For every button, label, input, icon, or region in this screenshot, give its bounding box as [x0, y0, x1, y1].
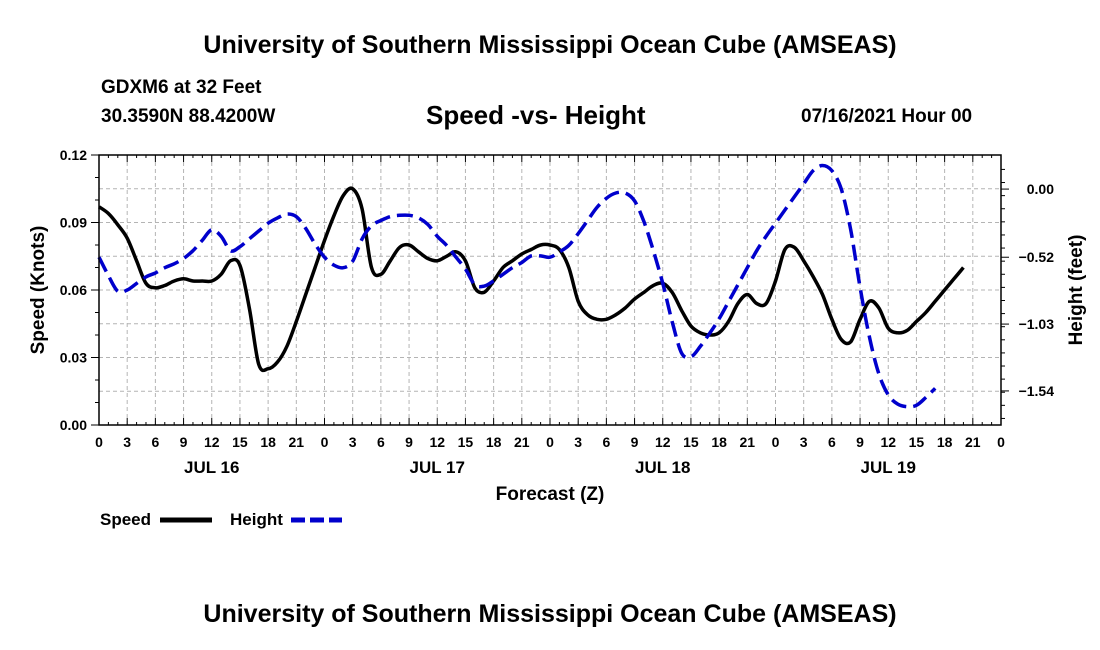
- x-tick-label: 15: [232, 434, 248, 450]
- x-tick-label: 21: [289, 434, 305, 450]
- y-axis-left-label: Speed (Knots): [28, 226, 49, 355]
- coordinates-label: 30.3590N 88.4200W: [101, 106, 276, 127]
- y-right-tick-label: 0.00: [1027, 181, 1054, 197]
- footer-title: University of Southern Mississippi Ocean…: [203, 600, 897, 628]
- day-label: JUL 19: [861, 458, 916, 477]
- x-tick-label: 12: [204, 434, 220, 450]
- x-tick-label: 9: [856, 434, 864, 450]
- chart-title: Speed -vs- Height: [426, 100, 646, 130]
- day-label: JUL 17: [410, 458, 465, 477]
- y-left-tick-label: 0.00: [60, 417, 87, 433]
- x-tick-label: 9: [631, 434, 639, 450]
- x-tick-label: 6: [377, 434, 385, 450]
- series-layer: [97, 163, 965, 409]
- x-tick-label: 18: [937, 434, 953, 450]
- x-tick-label: 6: [828, 434, 836, 450]
- x-tick-label: 15: [683, 434, 699, 450]
- y-right-tick-label: −1.03: [1019, 316, 1055, 332]
- series-line-height: [97, 163, 937, 409]
- x-tick-label: 21: [740, 434, 756, 450]
- x-tick-label: 3: [800, 434, 808, 450]
- y-axis-right-label: Height (feet): [1066, 235, 1087, 346]
- y-right-tick-label: −1.54: [1019, 383, 1055, 399]
- day-label: JUL 18: [635, 458, 690, 477]
- x-tick-label: 0: [772, 434, 780, 450]
- x-tick-label: 0: [546, 434, 554, 450]
- y-left-tick-label: 0.03: [60, 350, 87, 366]
- x-tick-label: 6: [151, 434, 159, 450]
- series-line-speed: [98, 186, 965, 373]
- axis-ticks: 0 3 6 9 12 15 18 21 0 3 6 9 12 15 18 21 0 3 6 9 12 15 18 21 0 3 6 9…: [60, 147, 1054, 477]
- forecast-datetime: 07/16/2021 Hour 00: [801, 106, 973, 127]
- y-right-tick-label: −0.52: [1019, 249, 1055, 265]
- x-tick-label: 6: [602, 434, 610, 450]
- legend-label-speed: Speed: [100, 510, 151, 529]
- x-tick-label: 12: [429, 434, 445, 450]
- x-tick-label: 18: [260, 434, 276, 450]
- x-tick-label: 12: [880, 434, 896, 450]
- x-tick-label: 21: [514, 434, 530, 450]
- x-tick-label: 3: [123, 434, 131, 450]
- y-left-tick-label: 0.06: [60, 282, 87, 298]
- x-tick-label: 3: [574, 434, 582, 450]
- legend: Speed Height: [100, 510, 342, 529]
- x-tick-label: 0: [95, 434, 103, 450]
- legend-label-height: Height: [230, 510, 283, 529]
- x-tick-label: 12: [655, 434, 671, 450]
- x-tick-label: 3: [349, 434, 357, 450]
- x-tick-label: 15: [909, 434, 925, 450]
- x-tick-label: 9: [405, 434, 413, 450]
- x-tick-label: 21: [965, 434, 981, 450]
- day-label: JUL 16: [184, 458, 239, 477]
- x-axis-label: Forecast (Z): [496, 484, 605, 505]
- x-tick-label: 18: [711, 434, 727, 450]
- x-tick-label: 0: [321, 434, 329, 450]
- grid-lines: [99, 155, 1001, 425]
- x-tick-label: 15: [458, 434, 474, 450]
- x-tick-label: 9: [180, 434, 188, 450]
- y-left-tick-label: 0.12: [60, 147, 87, 163]
- station-label: GDXM6 at 32 Feet: [101, 77, 262, 98]
- y-left-tick-label: 0.09: [60, 215, 87, 231]
- page-title: University of Southern Mississippi Ocean…: [203, 31, 897, 59]
- x-tick-label: 0: [997, 434, 1005, 450]
- x-tick-label: 18: [486, 434, 502, 450]
